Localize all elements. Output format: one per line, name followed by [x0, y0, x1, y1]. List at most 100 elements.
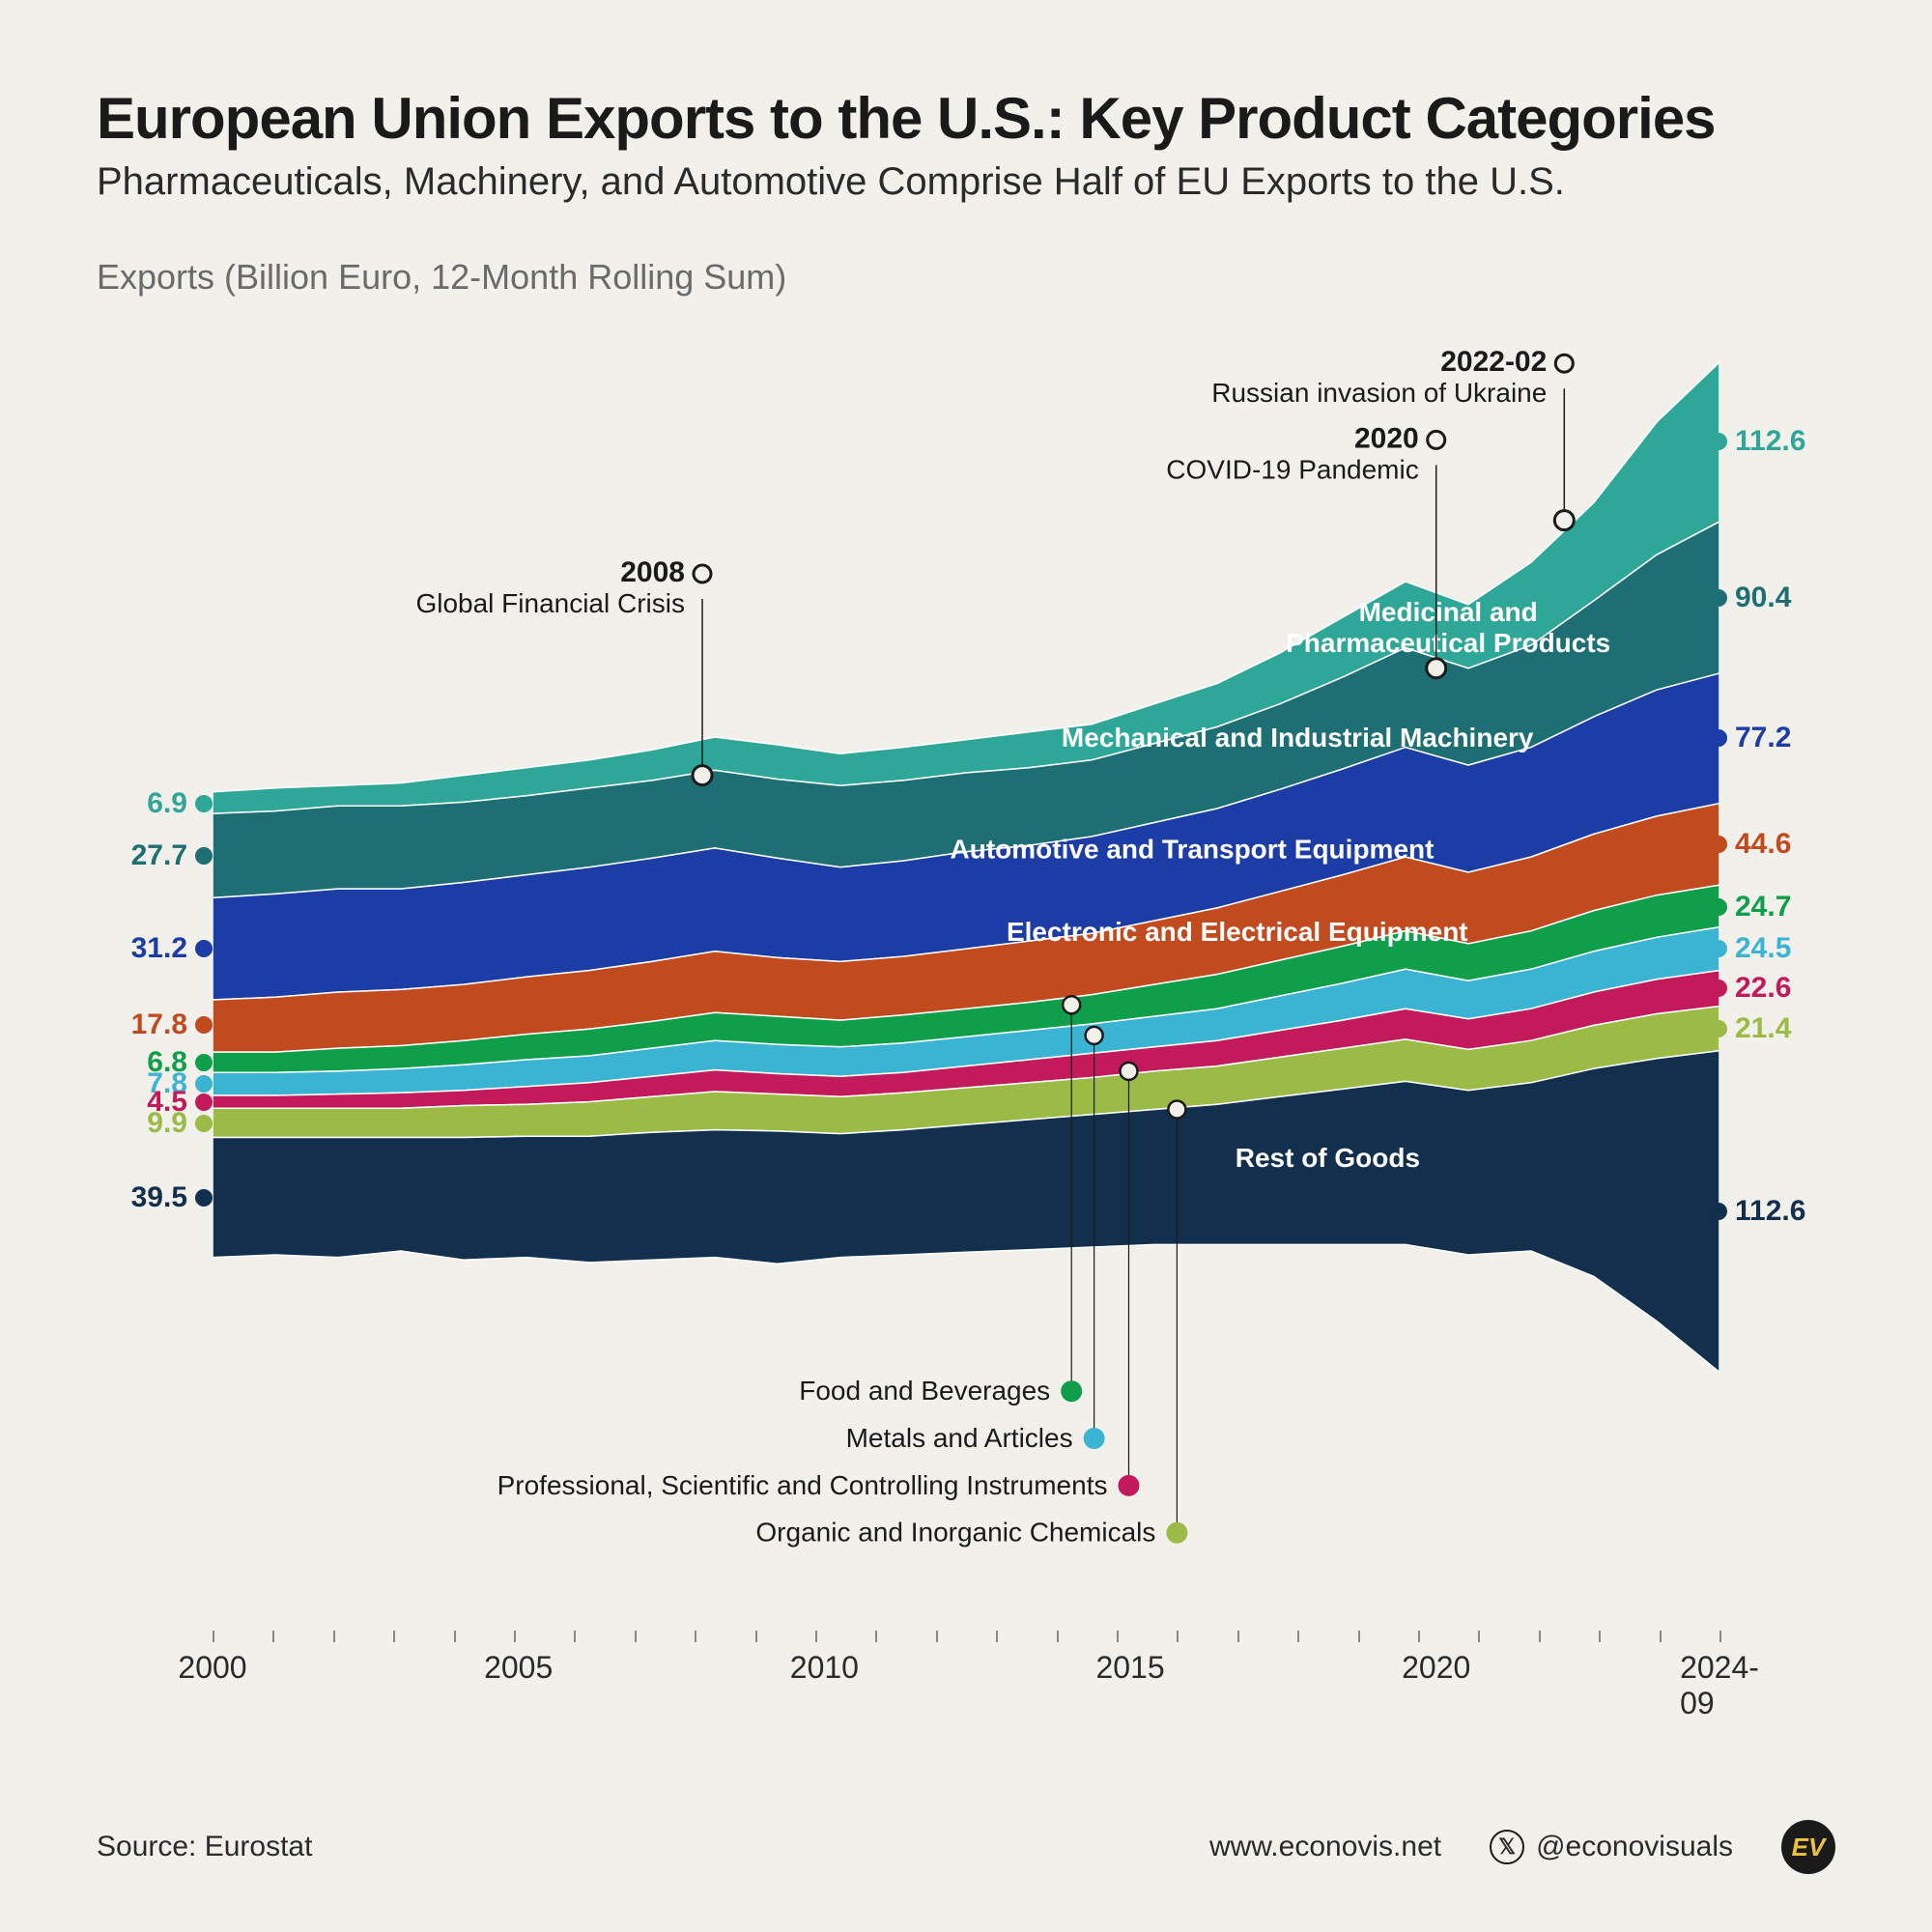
- y-axis-label: Exports (Billion Euro, 12-Month Rolling …: [97, 257, 1835, 298]
- x-icon: 𝕏: [1490, 1830, 1524, 1864]
- x-minor-tick: [213, 1631, 214, 1642]
- value-dot-icon: [1710, 1203, 1727, 1220]
- series-label-electronics: Electronic and Electrical Equipment: [1007, 917, 1468, 947]
- x-minor-tick: [1478, 1631, 1480, 1642]
- event-dot-icon: [1428, 431, 1445, 448]
- x-minor-tick: [1539, 1631, 1541, 1642]
- legend-source-dot: [1120, 1063, 1137, 1080]
- event-text: Global Financial Crisis: [415, 588, 685, 618]
- value-dot-icon: [1710, 589, 1727, 607]
- x-tick-label: 2020: [1402, 1650, 1470, 1686]
- event-marker: [1427, 659, 1446, 678]
- event-dot-icon: [694, 565, 711, 582]
- right-value-automotive: 77.2: [1710, 722, 1791, 754]
- value-dot-icon: [1710, 940, 1727, 957]
- value-dot-icon: [1710, 980, 1727, 997]
- value-dot-icon: [195, 1115, 213, 1132]
- x-minor-tick: [1297, 1631, 1299, 1642]
- legend-label: Organic and Inorganic Chemicals: [755, 1518, 1155, 1548]
- legend-dot-icon: [1084, 1428, 1105, 1449]
- x-tick-label: 2005: [484, 1650, 553, 1686]
- right-value-chemicals: 21.4: [1710, 1012, 1791, 1045]
- right-value-instruments: 22.6: [1710, 972, 1791, 1005]
- legend-label: Metals and Articles: [846, 1423, 1073, 1453]
- legend-label: Professional, Scientific and Controlling…: [497, 1470, 1108, 1500]
- left-value-electronics: 17.8: [131, 1009, 213, 1041]
- x-minor-tick: [936, 1631, 938, 1642]
- footer-url: www.econovis.net: [1209, 1831, 1441, 1863]
- x-tick-label: 2024-09: [1680, 1650, 1759, 1721]
- x-tick-label: 2015: [1095, 1650, 1164, 1686]
- x-minor-tick: [514, 1631, 516, 1642]
- left-value-automotive: 31.2: [131, 932, 213, 965]
- x-minor-tick: [815, 1631, 817, 1642]
- right-value-food: 24.7: [1710, 891, 1791, 923]
- series-label-pharma: Medicinal and: [1359, 597, 1538, 627]
- x-minor-tick: [1660, 1631, 1662, 1642]
- social-handle: 𝕏 @econovisuals: [1490, 1830, 1733, 1864]
- series-label-rest: Rest of Goods: [1236, 1143, 1420, 1173]
- chart-container: 6.927.731.217.86.87.84.59.939.5 Medicina…: [97, 327, 1835, 1727]
- x-minor-tick: [333, 1631, 335, 1642]
- x-tick-label: 2000: [178, 1650, 246, 1686]
- legend-source-dot: [1063, 996, 1080, 1013]
- left-value-labels: 6.927.731.217.86.87.84.59.939.5: [97, 327, 213, 1602]
- value-dot-icon: [1710, 433, 1727, 450]
- event-text: Russian invasion of Ukraine: [1211, 378, 1547, 408]
- x-minor-tick: [1599, 1631, 1601, 1642]
- right-value-machinery: 90.4: [1710, 582, 1791, 614]
- chart-subtitle: Pharmaceuticals, Machinery, and Automoti…: [97, 160, 1835, 204]
- right-value-labels: 112.690.477.244.624.724.522.621.4112.6: [1710, 327, 1835, 1602]
- x-minor-tick: [1237, 1631, 1239, 1642]
- x-minor-tick: [574, 1631, 576, 1642]
- event-marker: [693, 766, 712, 785]
- value-dot-icon: [1710, 1020, 1727, 1037]
- x-minor-tick: [1719, 1631, 1721, 1642]
- footer: Source: Eurostat www.econovis.net 𝕏 @eco…: [97, 1820, 1835, 1874]
- left-value-machinery: 27.7: [131, 839, 213, 872]
- x-minor-tick: [1418, 1631, 1420, 1642]
- x-minor-tick: [272, 1631, 274, 1642]
- value-dot-icon: [1710, 729, 1727, 747]
- value-dot-icon: [195, 940, 213, 957]
- x-minor-tick: [1117, 1631, 1119, 1642]
- brand-badge-icon: EV: [1781, 1820, 1835, 1874]
- value-dot-icon: [195, 847, 213, 865]
- x-minor-tick: [1358, 1631, 1360, 1642]
- series-label-automotive: Automotive and Transport Equipment: [951, 834, 1435, 864]
- series-label-machinery: Mechanical and Industrial Machinery: [1062, 723, 1534, 753]
- x-minor-tick: [755, 1631, 757, 1642]
- x-minor-tick: [875, 1631, 877, 1642]
- value-dot-icon: [195, 1016, 213, 1034]
- legend-source-dot: [1168, 1100, 1185, 1118]
- x-tick-label: 2010: [790, 1650, 859, 1686]
- left-value-chemicals: 9.9: [147, 1107, 213, 1140]
- event-year: 2022-02: [1440, 346, 1547, 378]
- x-minor-tick: [1177, 1631, 1179, 1642]
- legend-dot-icon: [1061, 1380, 1082, 1402]
- source-text: Source: Eurostat: [97, 1831, 312, 1863]
- x-minor-tick: [1057, 1631, 1059, 1642]
- right-value-metals: 24.5: [1710, 932, 1791, 965]
- legend-source-dot: [1086, 1027, 1103, 1044]
- chart-title: European Union Exports to the U.S.: Key …: [97, 87, 1835, 151]
- event-marker: [1554, 511, 1574, 530]
- value-dot-icon: [1710, 898, 1727, 916]
- streamgraph-svg: Medicinal andPharmaceutical Products Mech…: [213, 327, 1719, 1602]
- x-minor-tick: [695, 1631, 696, 1642]
- x-minor-tick: [393, 1631, 395, 1642]
- x-axis: 200020052010201520202024-09: [213, 1631, 1719, 1689]
- right-value-rest: 112.6: [1710, 1195, 1805, 1228]
- value-dot-icon: [1710, 836, 1727, 853]
- event-year: 2008: [620, 556, 685, 588]
- event-year: 2020: [1354, 422, 1419, 454]
- legend-dot-icon: [1166, 1522, 1187, 1544]
- value-dot-icon: [195, 795, 213, 812]
- x-minor-tick: [635, 1631, 637, 1642]
- left-value-rest: 39.5: [131, 1181, 213, 1214]
- x-minor-tick: [996, 1631, 998, 1642]
- series-label-pharma: Pharmaceutical Products: [1286, 628, 1610, 658]
- right-value-electronics: 44.6: [1710, 828, 1791, 861]
- event-dot-icon: [1555, 355, 1573, 372]
- legend-label: Food and Beverages: [799, 1376, 1050, 1406]
